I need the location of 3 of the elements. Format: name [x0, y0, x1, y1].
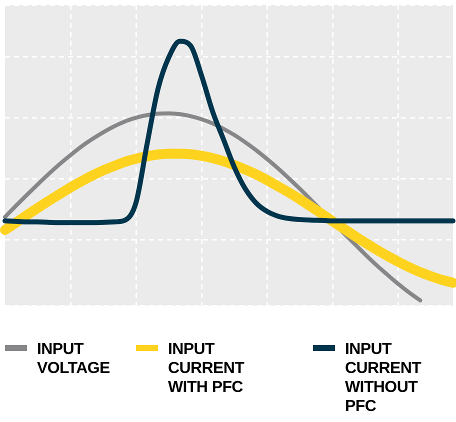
- legend-label: INPUT CURRENT WITHOUT PFC: [345, 340, 422, 416]
- legend-label: INPUT CURRENT WITH PFC: [168, 340, 246, 397]
- legend-label: INPUT VOLTAGE: [37, 340, 111, 378]
